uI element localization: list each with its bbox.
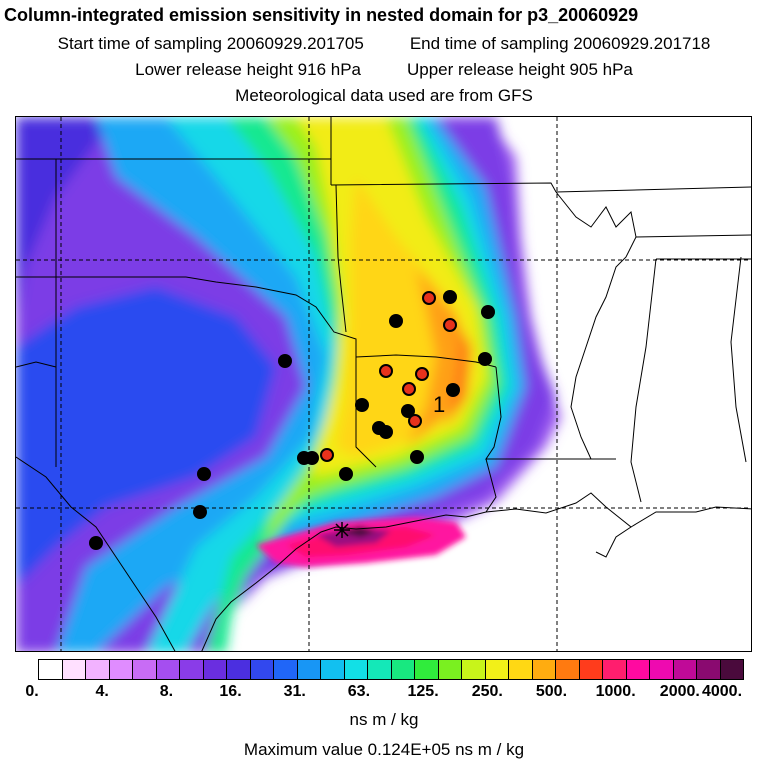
color-scale-cell bbox=[321, 660, 345, 679]
site-marker-red bbox=[402, 382, 416, 396]
upper-release-label: Upper release height 905 hPa bbox=[407, 60, 633, 79]
color-scale-tick-label: 500. bbox=[535, 683, 568, 700]
color-scale-cell bbox=[39, 660, 63, 679]
color-scale-cell bbox=[344, 660, 368, 679]
color-scale-tick-label: 250. bbox=[471, 683, 503, 700]
color-scale-cell bbox=[485, 660, 509, 679]
release-heights: Lower release height 916 hPa Upper releas… bbox=[0, 60, 768, 80]
emission-sensitivity-map: 1 bbox=[15, 116, 752, 652]
sampling-sites-red bbox=[320, 291, 457, 462]
site-marker-red bbox=[408, 414, 422, 428]
site-marker bbox=[446, 383, 460, 397]
sampling-times: Start time of sampling 20060929.201705 En… bbox=[0, 34, 768, 54]
site-marker bbox=[481, 305, 495, 319]
color-scale-cell bbox=[626, 660, 650, 679]
site-marker bbox=[305, 451, 319, 465]
map-canvas: 1 bbox=[16, 117, 751, 651]
color-scale-cell bbox=[438, 660, 462, 679]
site-marker-red bbox=[415, 367, 429, 381]
color-scale-cell bbox=[62, 660, 86, 679]
color-scale-tick-label: 125. bbox=[407, 683, 439, 700]
site-marker bbox=[443, 290, 457, 304]
site-marker-red bbox=[379, 364, 393, 378]
color-scale-cell bbox=[462, 660, 486, 679]
color-scale-cell bbox=[86, 660, 110, 679]
start-time-label: Start time of sampling 20060929.201705 bbox=[57, 34, 364, 53]
end-time-label: End time of sampling 20060929.201718 bbox=[409, 34, 711, 53]
site-marker bbox=[401, 404, 415, 418]
color-scale-cell bbox=[509, 660, 533, 679]
site-marker bbox=[278, 354, 292, 368]
lower-release-label: Lower release height 916 hPa bbox=[135, 60, 361, 79]
color-scale-tick-label: 16. bbox=[219, 683, 242, 700]
site-marker-red bbox=[422, 291, 436, 305]
color-scale-cell bbox=[579, 660, 603, 679]
site-marker bbox=[339, 467, 353, 481]
color-scale-cell bbox=[697, 660, 721, 679]
site-marker bbox=[355, 398, 369, 412]
color-scale-cell bbox=[415, 660, 439, 679]
site-marker bbox=[379, 425, 393, 439]
color-scale-ticks: 0. 4. 8. 16. 31. 63. 125. 250. 500. 1000. 2000. 400… bbox=[0, 683, 768, 703]
site-marker bbox=[478, 352, 492, 366]
site-marker bbox=[389, 314, 403, 328]
color-scale-cell bbox=[227, 660, 251, 679]
color-scale-cell bbox=[109, 660, 133, 679]
color-scale-cell bbox=[274, 660, 298, 679]
color-scale-tick-label: 63. bbox=[347, 683, 371, 700]
sensitivity-field bbox=[16, 117, 561, 651]
color-scale-bar bbox=[38, 659, 744, 680]
units-label: ns m / kg bbox=[349, 710, 419, 729]
color-scale-cell bbox=[650, 660, 674, 679]
color-scale-cell bbox=[720, 660, 743, 679]
color-scale-cell bbox=[133, 660, 157, 679]
site-marker-red bbox=[320, 448, 334, 462]
color-scale-tick-label: 2000. bbox=[659, 683, 700, 700]
site-number-label: 1 bbox=[433, 392, 445, 417]
site-marker bbox=[193, 505, 207, 519]
max-value-label: Maximum value 0.124E+05 ns m / kg bbox=[243, 740, 525, 759]
color-scale-tick-label: 4000. bbox=[701, 683, 743, 700]
color-scale-cell bbox=[391, 660, 415, 679]
color-scale-cell bbox=[673, 660, 697, 679]
release-point-star bbox=[334, 522, 350, 538]
color-scale-tick-label: 4. bbox=[95, 683, 109, 700]
site-marker-red bbox=[443, 318, 457, 332]
graticule bbox=[16, 117, 751, 651]
color-scale-cell bbox=[603, 660, 627, 679]
color-scale-cell bbox=[203, 660, 227, 679]
color-scale-cell bbox=[250, 660, 274, 679]
color-scale-cell bbox=[180, 660, 204, 679]
site-marker bbox=[410, 450, 424, 464]
sampling-sites-black bbox=[89, 290, 495, 550]
color-scale-cell bbox=[532, 660, 556, 679]
color-scale-tick-label: 8. bbox=[159, 683, 174, 700]
color-scale-cell bbox=[156, 660, 180, 679]
color-scale-cell bbox=[556, 660, 580, 679]
plot-title: Column-integrated emission sensitivity i… bbox=[4, 5, 639, 25]
color-scale-tick-label: 1000. bbox=[595, 683, 636, 700]
color-scale-cell bbox=[297, 660, 321, 679]
color-scale-tick-label: 0. bbox=[25, 683, 39, 700]
color-scale-tick-label: 31. bbox=[283, 683, 306, 700]
met-data-label: Meteorological data used are from GFS bbox=[235, 86, 533, 105]
color-scale-cell bbox=[368, 660, 392, 679]
site-marker bbox=[89, 536, 103, 550]
site-marker bbox=[197, 467, 211, 481]
